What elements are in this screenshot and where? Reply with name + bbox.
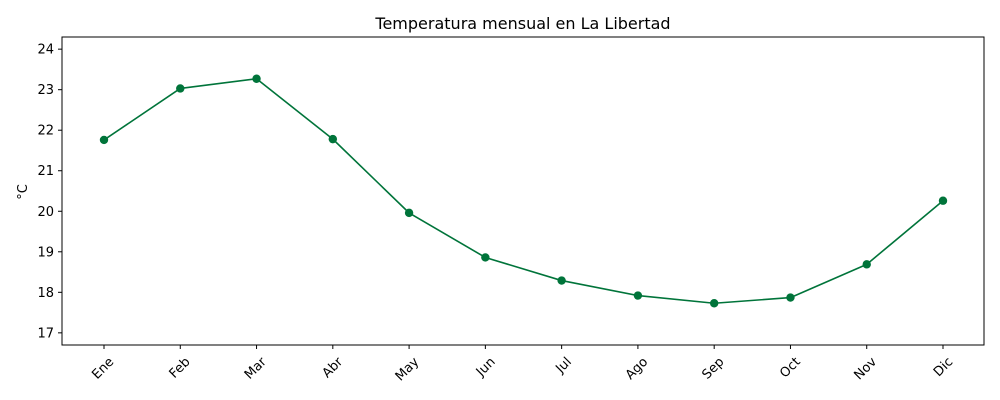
- data-point: [481, 253, 490, 262]
- x-axis: Ene Feb Mar Abr May Jun Jul Ago Sep Oct Nov Dic: [89, 345, 956, 384]
- data-point: [862, 260, 871, 269]
- y-tick-label: 18: [37, 286, 54, 301]
- y-tick-label: 22: [37, 124, 54, 139]
- data-point: [99, 135, 109, 145]
- y-tick-label: 19: [37, 245, 54, 260]
- x-tick-label: Dic: [931, 355, 956, 380]
- x-tick-label: Feb: [167, 355, 194, 382]
- y-tick-label: 23: [37, 83, 54, 98]
- x-tick-label: Sep: [700, 355, 728, 383]
- x-tick-label: Oct: [777, 355, 804, 382]
- x-tick-label: Ago: [623, 355, 651, 383]
- y-tick-label: 24: [37, 43, 54, 58]
- data-point: [709, 299, 719, 308]
- y-axis-label: °C: [16, 184, 31, 200]
- series-layer: [99, 74, 948, 308]
- x-tick-label: Mar: [242, 354, 270, 382]
- data-point: [557, 276, 566, 285]
- chart-title: Temperatura mensual en La Libertad: [374, 14, 670, 33]
- y-tick-label: 21: [37, 164, 54, 179]
- data-point: [328, 134, 338, 144]
- x-tick-label: Jul: [552, 355, 574, 377]
- y-axis: 17 18 19 20 21 22 23 24: [37, 43, 62, 341]
- data-point: [633, 291, 643, 300]
- y-tick-label: 17: [37, 326, 54, 341]
- series-line: [103, 77, 944, 305]
- data-point: [176, 84, 185, 93]
- data-point: [938, 196, 948, 205]
- x-tick-label: Nov: [851, 354, 880, 383]
- plot-frame: [61, 36, 985, 346]
- y-tick-label: 20: [37, 205, 54, 220]
- data-point: [252, 74, 261, 83]
- data-point: [404, 208, 414, 218]
- x-tick-label: Jun: [473, 355, 499, 381]
- x-tick-label: Ene: [89, 355, 117, 383]
- x-tick-label: Abr: [320, 354, 347, 381]
- x-tick-label: May: [393, 354, 423, 384]
- data-point: [786, 293, 795, 302]
